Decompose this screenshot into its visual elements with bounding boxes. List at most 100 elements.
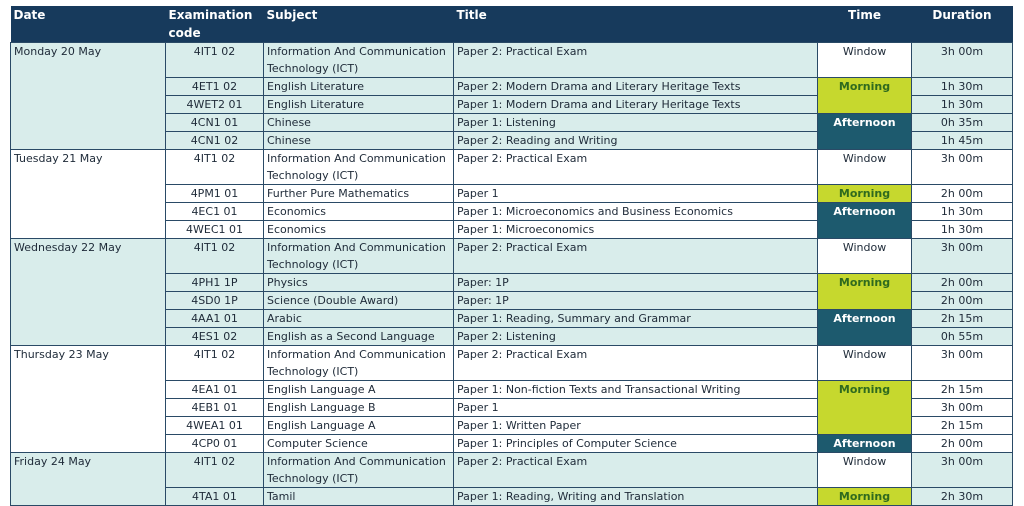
time-cell: Afternoon	[817, 434, 912, 453]
title-cell: Paper 1: Listening	[453, 113, 818, 132]
table-row: Friday 24 May 4IT1 02 Information And Comm…	[10, 452, 1013, 506]
table-row: Wednesday 22 May 4IT1 02 Information And C…	[10, 238, 1013, 346]
header-cell: Examination code	[165, 6, 264, 43]
subject-cell: Information And Communication Technology…	[263, 149, 454, 185]
table-row: 4ET1 02 English Literature Paper 2: Modern…	[10, 77, 1013, 114]
subject-cell: English Language A	[263, 380, 454, 399]
table-body: Monday 20 May 4IT1 02 Information And Comm…	[10, 42, 1013, 506]
code-cell: 4CN1 02	[165, 131, 264, 150]
title-cell: Paper 2: Modern Drama and Literary Herit…	[453, 77, 818, 96]
duration-cell: 2h 00m	[911, 434, 1013, 453]
title-cell: Paper 2: Reading and Writing	[453, 131, 818, 150]
time-cell: Morning	[817, 380, 912, 435]
duration-cell: 0h 35m	[911, 113, 1013, 132]
subject-cell: Science (Double Award)	[263, 291, 454, 310]
title-cell: Paper 1: Microeconomics and Business Eco…	[453, 202, 818, 221]
title-cell: Paper 1	[453, 184, 818, 203]
table-row: Thursday 23 May 4IT1 02 Information And Co…	[10, 345, 1013, 453]
time-cell: Window	[817, 345, 912, 381]
duration-cell: 2h 00m	[911, 291, 1013, 310]
time-cell: Afternoon	[817, 202, 912, 239]
subject-cell: Physics	[263, 273, 454, 292]
title-cell: Paper 2: Listening	[453, 327, 818, 346]
time-cell: Window	[817, 42, 912, 78]
code-cell: 4TA1 01	[165, 487, 264, 506]
code-cell: 4AA1 01	[165, 309, 264, 328]
duration-cell: 3h 00m	[911, 149, 1013, 185]
code-cell: 4CN1 01	[165, 113, 264, 132]
table-row: 4CP0 01 Computer Science Paper 1: Principl…	[10, 434, 1013, 453]
title-cell: Paper 1: Non-fiction Texts and Transacti…	[453, 380, 818, 399]
table-row: 4WEA1 01 English Language A Paper 1: Writt…	[10, 416, 1013, 435]
time-cell: Afternoon	[817, 309, 912, 346]
subject-cell: Economics	[263, 202, 454, 221]
title-cell: Paper 2: Practical Exam	[453, 345, 818, 381]
code-cell: 4IT1 02	[165, 452, 264, 488]
title-cell: Paper 2: Practical Exam	[453, 149, 818, 185]
code-cell: 4EA1 01	[165, 380, 264, 399]
exam-timetable: Date Examination code Subject Title Time Dura…	[10, 6, 1013, 506]
duration-cell: 2h 15m	[911, 416, 1013, 435]
date-cell: Tuesday 21 May	[10, 149, 166, 239]
table-row: 4WET2 01 English Literature Paper 1: Moder…	[10, 95, 1013, 114]
table-row: 4EA1 01 English Language A Paper 1: Non-fi…	[10, 380, 1013, 435]
title-cell: Paper 1: Reading, Writing and Translatio…	[453, 487, 818, 506]
code-cell: 4WEC1 01	[165, 220, 264, 239]
duration-cell: 1h 30m	[911, 202, 1013, 221]
duration-cell: 3h 00m	[911, 42, 1013, 78]
table-row: 4SD0 1P Science (Double Award) Paper: 1P 2h…	[10, 291, 1013, 310]
table-row: 4PM1 01 Further Pure Mathematics Paper 1 Mo…	[10, 184, 1013, 203]
duration-cell: 2h 15m	[911, 309, 1013, 328]
code-cell: 4PM1 01	[165, 184, 264, 203]
page: Date Examination code Subject Title Time Dura…	[10, 6, 1013, 506]
code-cell: 4CP0 01	[165, 434, 264, 453]
table-row: 4ES1 02 English as a Second Language Paper…	[10, 327, 1013, 346]
code-cell: 4SD0 1P	[165, 291, 264, 310]
subject-cell: Chinese	[263, 113, 454, 132]
header-cell: Subject	[263, 6, 454, 43]
duration-cell: 2h 15m	[911, 380, 1013, 399]
code-cell: 4IT1 02	[165, 42, 264, 78]
table-row: 4EC1 01 Economics Paper 1: Microeconomics …	[10, 202, 1013, 239]
date-cell: Wednesday 22 May	[10, 238, 166, 346]
subject-cell: English Literature	[263, 77, 454, 96]
duration-cell: 1h 30m	[911, 220, 1013, 239]
title-cell: Paper 1: Principles of Computer Science	[453, 434, 818, 453]
code-cell: 4PH1 1P	[165, 273, 264, 292]
header-cell: Duration	[911, 6, 1013, 43]
table-row: 4WEC1 01 Economics Paper 1: Microeconomics…	[10, 220, 1013, 239]
header-row: Date Examination code Subject Title Time Dura…	[10, 6, 1013, 43]
code-cell: 4WEA1 01	[165, 416, 264, 435]
title-cell: Paper 2: Practical Exam	[453, 238, 818, 274]
duration-cell: 1h 30m	[911, 77, 1013, 96]
code-cell: 4WET2 01	[165, 95, 264, 114]
subject-cell: Computer Science	[263, 434, 454, 453]
subject-cell: Arabic	[263, 309, 454, 328]
duration-cell: 2h 00m	[911, 184, 1013, 203]
subject-cell: English Literature	[263, 95, 454, 114]
subject-cell: English Language B	[263, 398, 454, 417]
duration-cell: 0h 55m	[911, 327, 1013, 346]
code-cell: 4ET1 02	[165, 77, 264, 96]
title-cell: Paper: 1P	[453, 291, 818, 310]
table-row: 4AA1 01 Arabic Paper 1: Reading, Summary a…	[10, 309, 1013, 346]
code-cell: 4EB1 01	[165, 398, 264, 417]
table-row: Monday 20 May 4IT1 02 Information And Comm…	[10, 42, 1013, 150]
table-row: 4PH1 1P Physics Paper: 1P Morning 2h 00m	[10, 273, 1013, 310]
subject-cell: English Language A	[263, 416, 454, 435]
subject-cell: Information And Communication Technology…	[263, 452, 454, 488]
title-cell: Paper: 1P	[453, 273, 818, 292]
subject-cell: Economics	[263, 220, 454, 239]
header-cell: Title	[453, 6, 818, 43]
code-cell: 4IT1 02	[165, 345, 264, 381]
code-cell: 4IT1 02	[165, 149, 264, 185]
subject-cell: Chinese	[263, 131, 454, 150]
duration-cell: 2h 30m	[911, 487, 1013, 506]
code-cell: 4ES1 02	[165, 327, 264, 346]
duration-cell: 3h 00m	[911, 398, 1013, 417]
subject-cell: English as a Second Language	[263, 327, 454, 346]
duration-cell: 3h 00m	[911, 345, 1013, 381]
time-cell: Afternoon	[817, 113, 912, 150]
duration-cell: 3h 00m	[911, 452, 1013, 488]
time-cell: Window	[817, 149, 912, 185]
